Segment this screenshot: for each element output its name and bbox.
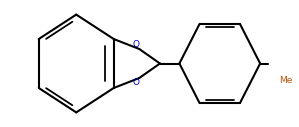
Text: O: O	[133, 78, 140, 87]
Text: O: O	[133, 40, 140, 49]
Text: Me: Me	[280, 76, 293, 84]
